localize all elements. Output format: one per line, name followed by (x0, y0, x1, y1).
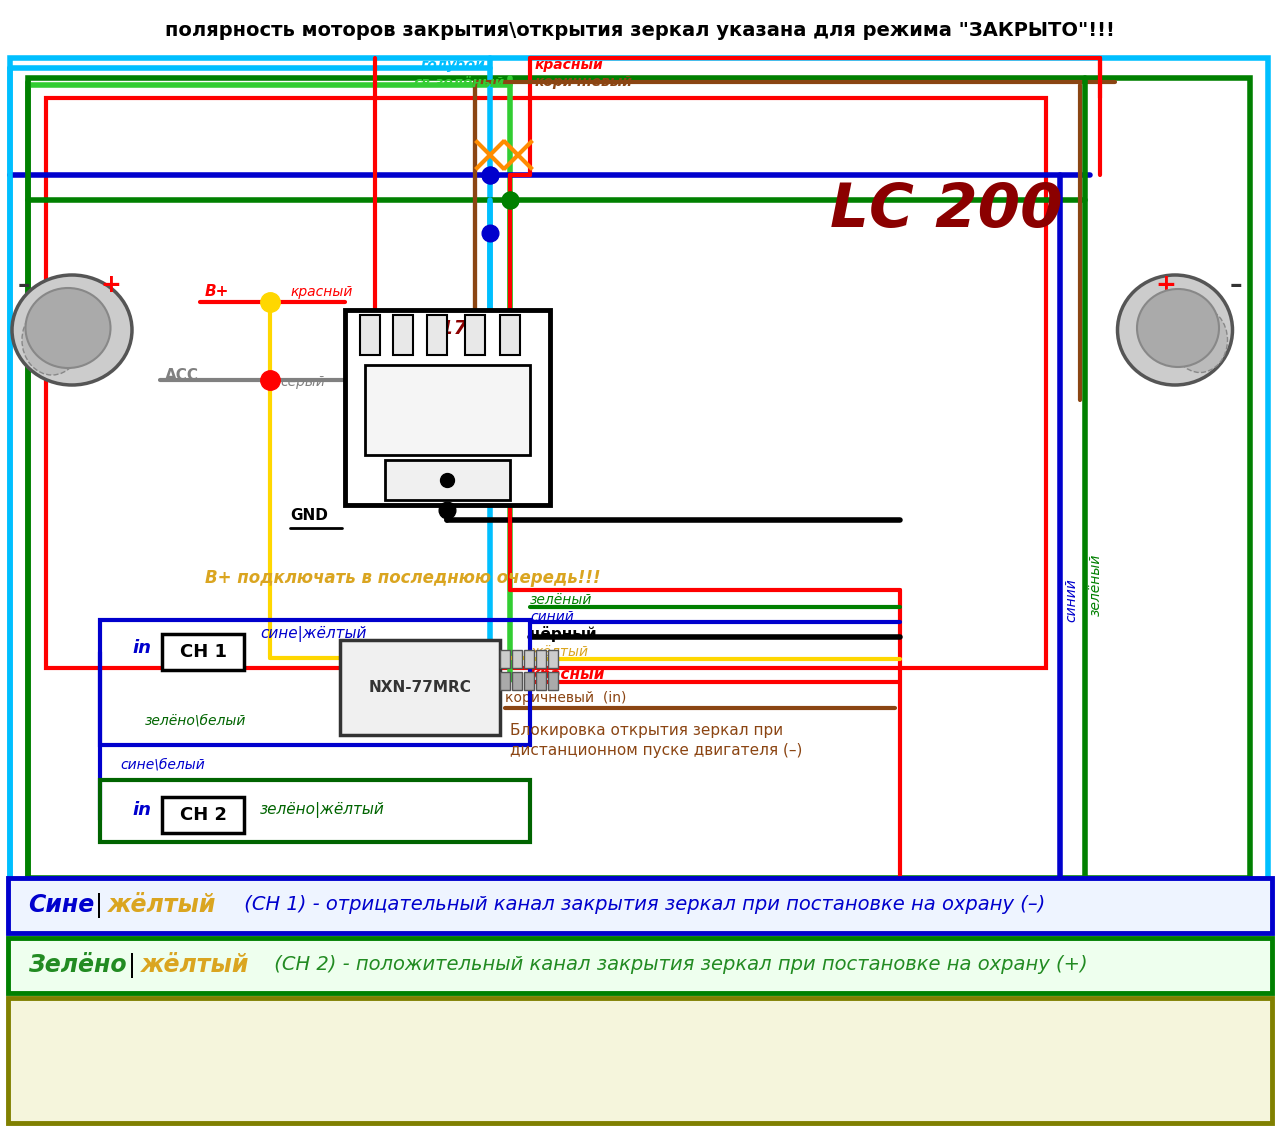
Bar (10, 58, 1268, 896)
Bar (46, 98, 1046, 669)
Text: зелёно\белый: зелёно\белый (145, 713, 246, 728)
Text: I 17: I 17 (426, 319, 467, 337)
Text: коричневый: коричневый (535, 75, 634, 89)
Bar (524, 650, 534, 669)
Ellipse shape (12, 275, 132, 385)
Text: in: in (133, 639, 151, 657)
Bar (163, 797, 244, 833)
Text: +: + (1155, 274, 1176, 297)
Bar (8, 998, 1272, 1123)
Text: зелёно|жёлтый: зелёно|жёлтый (260, 802, 385, 818)
Text: B+: B+ (205, 285, 229, 300)
Ellipse shape (22, 305, 82, 375)
Text: СН 2: СН 2 (179, 806, 227, 824)
Bar (500, 672, 509, 690)
Bar (100, 620, 530, 745)
Bar (385, 460, 509, 501)
Text: св.зелёный: св.зелёный (413, 76, 506, 90)
Bar (163, 634, 244, 670)
Bar (8, 938, 1272, 993)
Text: полярность моторов закрытия\открытия зеркал указана для режима "ЗАКРЫТО"!!!: полярность моторов закрытия\открытия зер… (165, 20, 1115, 40)
Text: –: – (18, 274, 31, 297)
Text: Сине: Сине (28, 893, 95, 917)
Text: жёлтый: жёлтый (141, 953, 250, 977)
Ellipse shape (1117, 275, 1233, 385)
Bar (28, 78, 1251, 878)
Text: СН 1: СН 1 (179, 644, 227, 661)
Text: синий: синий (530, 609, 573, 624)
Ellipse shape (26, 288, 110, 368)
Text: GND: GND (291, 507, 328, 522)
Bar (500, 316, 520, 355)
Text: сине\белый: сине\белый (120, 757, 205, 771)
Bar (365, 365, 530, 455)
Text: серый: серый (280, 375, 325, 389)
Bar (465, 316, 485, 355)
Bar (340, 640, 500, 735)
Text: Блокировка открытия зеркал при: Блокировка открытия зеркал при (509, 723, 783, 738)
Text: красный: красный (535, 58, 604, 72)
Text: красный: красный (530, 667, 605, 682)
Text: сине|жёлтый: сине|жёлтый (260, 627, 366, 642)
Bar (346, 310, 550, 505)
Text: дистанционном пуске двигателя (–): дистанционном пуске двигателя (–) (509, 742, 803, 757)
Text: Зелёно: Зелёно (28, 953, 127, 977)
Text: ACC: ACC (165, 368, 198, 382)
Bar (536, 650, 547, 669)
Ellipse shape (1172, 308, 1228, 372)
Text: зелёный: зелёный (530, 592, 593, 607)
Bar (548, 672, 558, 690)
Bar (524, 672, 534, 690)
Text: чёрный: чёрный (530, 627, 596, 642)
Text: красный: красный (291, 285, 352, 299)
Bar (512, 650, 522, 669)
Text: коричневый  (in): коричневый (in) (506, 691, 626, 705)
Text: В+ подключать в последнюю очередь!!!: В+ подключать в последнюю очередь!!! (205, 569, 600, 587)
Bar (512, 672, 522, 690)
Bar (360, 316, 380, 355)
Text: +: + (100, 274, 120, 297)
Text: синий: синий (1064, 578, 1078, 622)
Text: |: | (95, 892, 102, 917)
Bar (8, 878, 1272, 933)
Text: |: | (128, 952, 136, 977)
Bar (100, 780, 530, 842)
Text: жёлтый: жёлтый (108, 893, 216, 917)
Text: зелёный: зелёный (1089, 554, 1103, 616)
Text: –: – (1230, 274, 1243, 297)
Text: NXN-77MRC: NXN-77MRC (369, 680, 471, 695)
Text: LC 200: LC 200 (829, 180, 1062, 239)
Ellipse shape (1137, 289, 1219, 367)
Bar (548, 650, 558, 669)
Bar (393, 316, 413, 355)
Bar (428, 316, 447, 355)
Bar (536, 672, 547, 690)
Text: (СН 2) - положительный канал закрытия зеркал при постановке на охрану (+): (СН 2) - положительный канал закрытия зе… (268, 956, 1088, 975)
Text: жёлтый: жёлтый (530, 645, 588, 659)
Text: (СН 1) - отрицательный канал закрытия зеркал при постановке на охрану (–): (СН 1) - отрицательный канал закрытия зе… (238, 896, 1046, 915)
Text: голубой: голубой (420, 58, 485, 73)
Bar (500, 650, 509, 669)
Text: in: in (133, 801, 151, 819)
